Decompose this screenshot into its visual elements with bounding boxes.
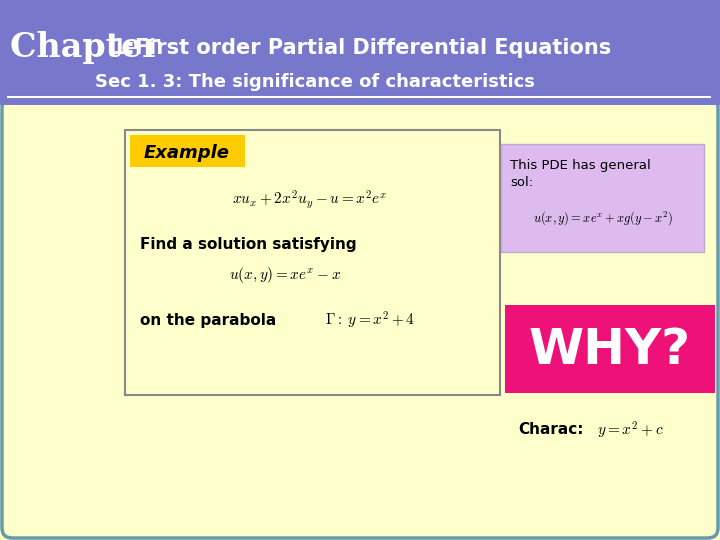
- FancyBboxPatch shape: [2, 98, 718, 538]
- Text: Example: Example: [144, 144, 230, 162]
- Text: Chapter: Chapter: [10, 31, 171, 64]
- Bar: [0, 0, 720, 105]
- Text: Sec 1. 3: The significance of characteristics: Sec 1. 3: The significance of characteri…: [95, 73, 535, 91]
- Text: $u(x,y) = xe^x + xg(y - x^2)$: $u(x,y) = xe^x + xg(y - x^2)$: [533, 209, 673, 227]
- Text: Charac:: Charac:: [518, 422, 583, 437]
- Text: sol:: sol:: [510, 177, 533, 190]
- Text: WHY?: WHY?: [529, 326, 691, 374]
- Bar: [505, 305, 715, 393]
- Text: This PDE has general: This PDE has general: [510, 159, 651, 172]
- Text: on the parabola: on the parabola: [140, 313, 276, 327]
- Text: $xu_x + 2x^2u_y - u = x^2e^x$: $xu_x + 2x^2u_y - u = x^2e^x$: [233, 188, 387, 211]
- Bar: [130, 135, 245, 167]
- Text: $y = x^2 + c$: $y = x^2 + c$: [597, 420, 663, 441]
- Bar: [125, 130, 500, 395]
- FancyBboxPatch shape: [501, 144, 704, 252]
- Text: 1:First order Partial Differential Equations: 1:First order Partial Differential Equat…: [112, 38, 611, 58]
- Text: $u(x,y) = xe^x - x$: $u(x,y) = xe^x - x$: [229, 265, 341, 285]
- Text: $\Gamma{:}\; y = x^2 + 4$: $\Gamma{:}\; y = x^2 + 4$: [325, 309, 415, 330]
- Text: Find a solution satisfying: Find a solution satisfying: [140, 238, 356, 253]
